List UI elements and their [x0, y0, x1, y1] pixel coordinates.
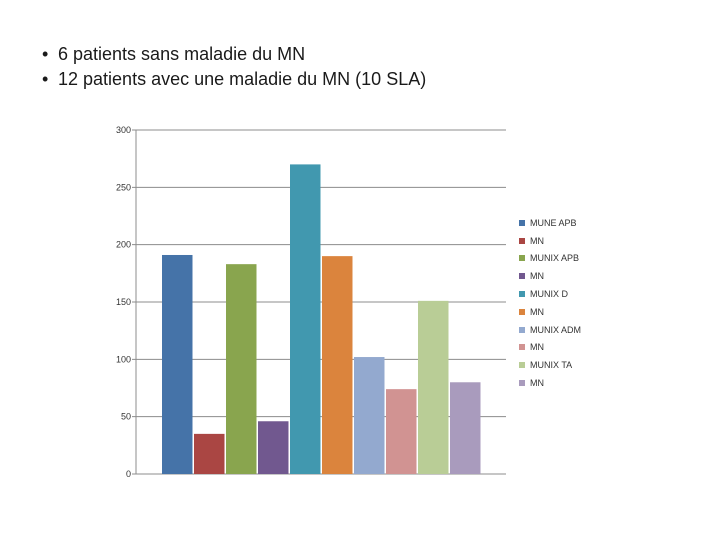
bar — [162, 254, 193, 474]
legend-swatch — [519, 362, 525, 369]
legend-swatch — [519, 380, 525, 387]
bullet-symbol: • — [42, 69, 49, 89]
legend-label: MN — [530, 306, 544, 317]
y-tick-label: 300 — [116, 125, 131, 135]
legend-swatch — [519, 308, 525, 315]
legend-label: MUNIX ADM — [530, 324, 582, 335]
y-tick-label: 50 — [121, 412, 131, 422]
legend-item: MN — [519, 374, 581, 392]
bullet-symbol: • — [42, 44, 49, 64]
legend-item: MN — [519, 339, 581, 357]
bar — [290, 164, 321, 474]
legend-label: MN — [530, 235, 544, 246]
bar — [194, 433, 225, 474]
legend-swatch — [519, 237, 525, 244]
legend-swatch — [519, 255, 525, 262]
y-tick-label: 0 — [126, 469, 131, 479]
legend-swatch — [519, 291, 525, 298]
legend-swatch — [519, 273, 525, 280]
legend-label: MUNIX APB — [530, 253, 580, 264]
bar — [258, 421, 289, 474]
legend-swatch — [519, 219, 525, 226]
legend-item: MUNIX D — [519, 285, 581, 303]
bullet-list: • 6 patients sans maladie du MN • 12 patie… — [42, 42, 426, 92]
legend-item: MN — [519, 267, 581, 285]
bullet-text: 12 patients avec une maladie du MN (10 S… — [58, 69, 427, 89]
bar — [354, 357, 385, 474]
bar — [418, 300, 449, 474]
legend-item: MN — [519, 232, 581, 250]
legend-item: MUNIX TA — [519, 356, 581, 374]
legend-swatch — [519, 344, 525, 351]
y-tick-label: 100 — [116, 354, 131, 364]
bullet-item: • 12 patients avec une maladie du MN (10 … — [42, 67, 426, 92]
legend-item: MUNIX APB — [519, 250, 581, 268]
legend-swatch — [519, 326, 525, 333]
bar — [322, 256, 353, 474]
legend-label: MN — [530, 342, 544, 353]
bullet-item: • 6 patients sans maladie du MN — [42, 42, 426, 67]
legend-label: MN — [530, 271, 544, 282]
legend-item: MUNE APB — [519, 214, 581, 232]
chart-legend: MUNE APB MN MUNIX APB MN MUNIX D MN MUNIX ADM M… — [519, 214, 581, 392]
legend-item: MN — [519, 303, 581, 321]
bullet-text: 6 patients sans maladie du MN — [58, 44, 306, 64]
y-tick-label: 200 — [116, 240, 131, 250]
legend-item: MUNIX ADM — [519, 321, 581, 339]
legend-label: MN — [530, 378, 544, 389]
bar — [386, 389, 417, 474]
legend-label: MUNE APB — [530, 217, 577, 228]
y-tick-label: 150 — [116, 297, 131, 307]
legend-label: MUNIX TA — [530, 360, 573, 371]
legend-label: MUNIX D — [530, 289, 568, 300]
bar — [226, 264, 257, 474]
y-tick-label: 250 — [116, 182, 131, 192]
bar — [450, 382, 481, 474]
